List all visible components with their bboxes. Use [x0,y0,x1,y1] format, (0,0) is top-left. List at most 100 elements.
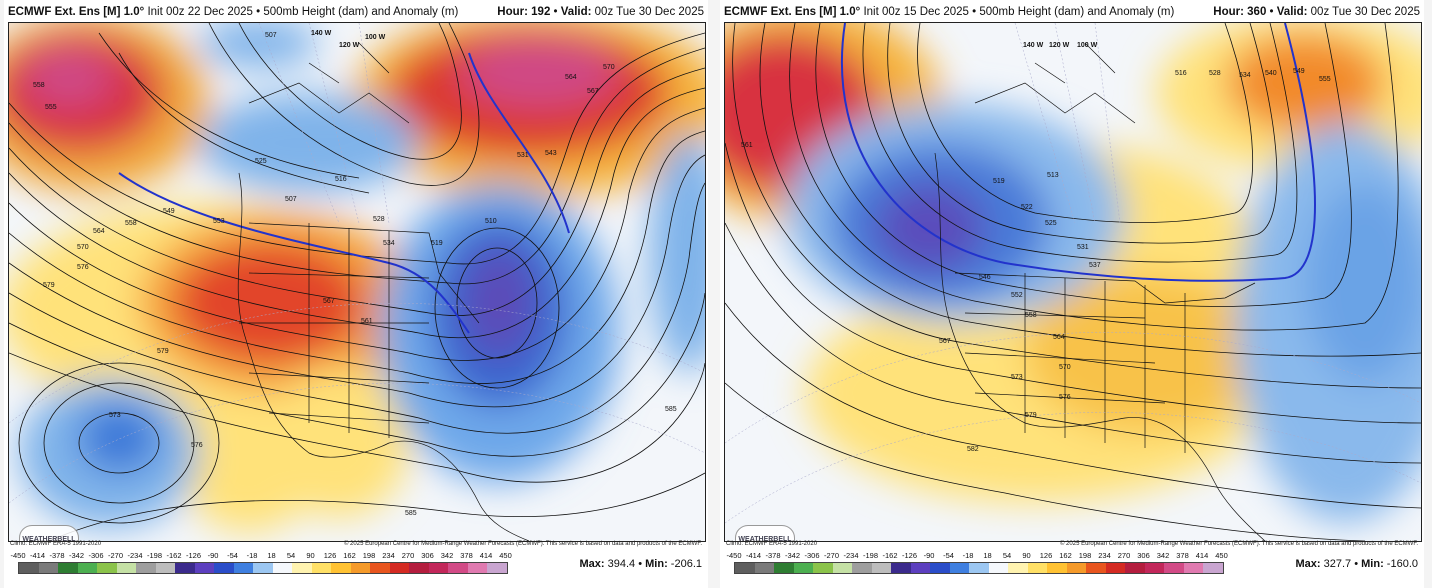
colorbar-tick: -162 [882,551,898,560]
contour-label: 516 [335,176,347,183]
colorbar-swatch [487,563,507,573]
colorbar-tick: -18 [246,551,258,560]
valid-label: Valid: [560,6,592,18]
colorbar-tick: -162 [166,551,182,560]
colorbar-swatch [136,563,156,573]
colorbar-swatch [428,563,449,573]
contour-label: 555 [45,104,57,111]
colorbar-swatch [754,563,775,573]
meridian-label: 120 W [339,42,360,49]
colorbar-tick: -414 [29,551,46,560]
min-value: -206.1 [670,558,702,570]
colorbar-swatch [38,563,59,573]
contour-label: 552 [1011,292,1023,299]
colorbar-tick: -126 [185,551,202,560]
contour-label: 513 [1047,172,1059,179]
colorbar-tick: -450 [726,551,742,560]
contour-label: 546 [979,274,991,281]
contour-label: 564 [565,74,577,81]
panel-header: ECMWF Ext. Ens [M] 1.0° Init 00z 15 Dec … [724,6,1420,18]
colorbar-swatch [891,563,911,573]
colorbar-tick: -18 [962,551,974,560]
colorbar-swatch [793,563,814,573]
climo-note: Climo: ECMWF ERA-5 1991-2020 [726,541,818,547]
colorbar-swatch [58,563,78,573]
anomaly-shading [9,23,705,533]
contour-label: 528 [373,216,385,223]
weatherbell-logo: WEATHERBELL [19,525,79,541]
meridian-labels: 140 W 120 W 100 W [311,30,386,49]
colorbar-swatch [214,563,234,573]
max-value: 394.4 [607,558,636,570]
contour-label: 531 [517,152,529,159]
contour-label: 567 [587,88,599,95]
colorbar-swatch [389,563,410,573]
colorbar-tick: 126 [323,551,337,560]
contour-label: 558 [33,82,45,89]
contour-label: 579 [1025,412,1037,419]
colorbar-swatch [467,563,488,573]
contour-labels: 507 558 555 570 564 567 558 549 553 564 … [33,32,677,517]
colorbar-tick: 306 [1137,551,1150,560]
colorbar-swatch [311,563,332,573]
contour-label: 540 [1265,70,1277,77]
colorbar-swatch [1047,563,1067,573]
contour-label: 564 [93,228,105,235]
contour-label: 522 [1021,204,1033,211]
max-label: Max: [579,558,605,570]
colorbar-tick: 378 [460,551,473,560]
init-time: Init 00z 15 Dec 2025 [863,6,969,18]
colorbar-tick: -270 [107,551,124,560]
colorbar-swatch [350,563,371,573]
anomaly-shading [725,23,1421,523]
colorbar-swatch [852,563,872,573]
init-time: Init 00z 22 Dec 2025 [147,6,253,18]
colorbar-swatch [175,563,195,573]
colorbar-tick: -342 [784,551,801,560]
model-title: ECMWF Ext. Ens [M] 1.0° [8,6,145,18]
hour-label: Hour: [1213,6,1244,18]
political-boundaries [934,42,1266,541]
colorbar-swatch [19,563,39,573]
colorbar-tick: 54 [286,551,296,560]
meridian-label: 100 W [1077,42,1098,49]
contour-label: 570 [1059,364,1071,371]
contour-label: 576 [1059,394,1071,401]
contour-label: 519 [993,178,1005,185]
map-graphic: 561 519 522 513 525 531 537 546 552 558 … [725,23,1421,541]
meridian-labels: 140 W 120 W 100 W [1023,42,1098,49]
contour-label: 525 [1045,220,1057,227]
contour-label: 567 [323,298,335,305]
colorbar-swatch [253,563,273,573]
colorbar-tick: -126 [901,551,918,560]
contour-label: 549 [1293,68,1305,75]
colorbar-swatch [1203,563,1223,573]
meridian-label: 120 W [1049,42,1070,49]
colorbar-swatch [77,563,98,573]
valid-label: Valid: [1276,6,1308,18]
contour-label: 534 [383,240,395,247]
contour-labels: 561 519 522 513 525 531 537 546 552 558 … [741,68,1331,453]
colorbar-tick: 90 [1022,551,1031,560]
contour-label: 573 [1011,374,1023,381]
colorbar-tick: 414 [1195,551,1209,560]
contour-label: 585 [405,510,417,517]
model-title: ECMWF Ext. Ens [M] 1.0° [724,6,861,18]
min-label: Min: [1361,558,1384,570]
contour-label: 561 [741,142,753,149]
colorbar-tick: 18 [983,551,992,560]
colorbar-tick: 198 [362,551,376,560]
lat-lon-grid [725,23,1421,524]
contour-label: 516 [1175,70,1187,77]
contour-label: 558 [1025,312,1037,319]
colorbar-tick: 162 [1059,551,1072,560]
contour-label: 507 [285,196,297,203]
contour-label: 510 [485,218,497,225]
contour-label: 537 [1089,262,1101,269]
colorbar-tick: 90 [306,551,315,560]
colorbar-swatch [1066,563,1087,573]
contour-label: 558 [125,220,137,227]
contour-label: 570 [603,64,615,71]
contour-label: 525 [255,158,267,165]
colorbar-tick: 234 [1098,551,1111,560]
